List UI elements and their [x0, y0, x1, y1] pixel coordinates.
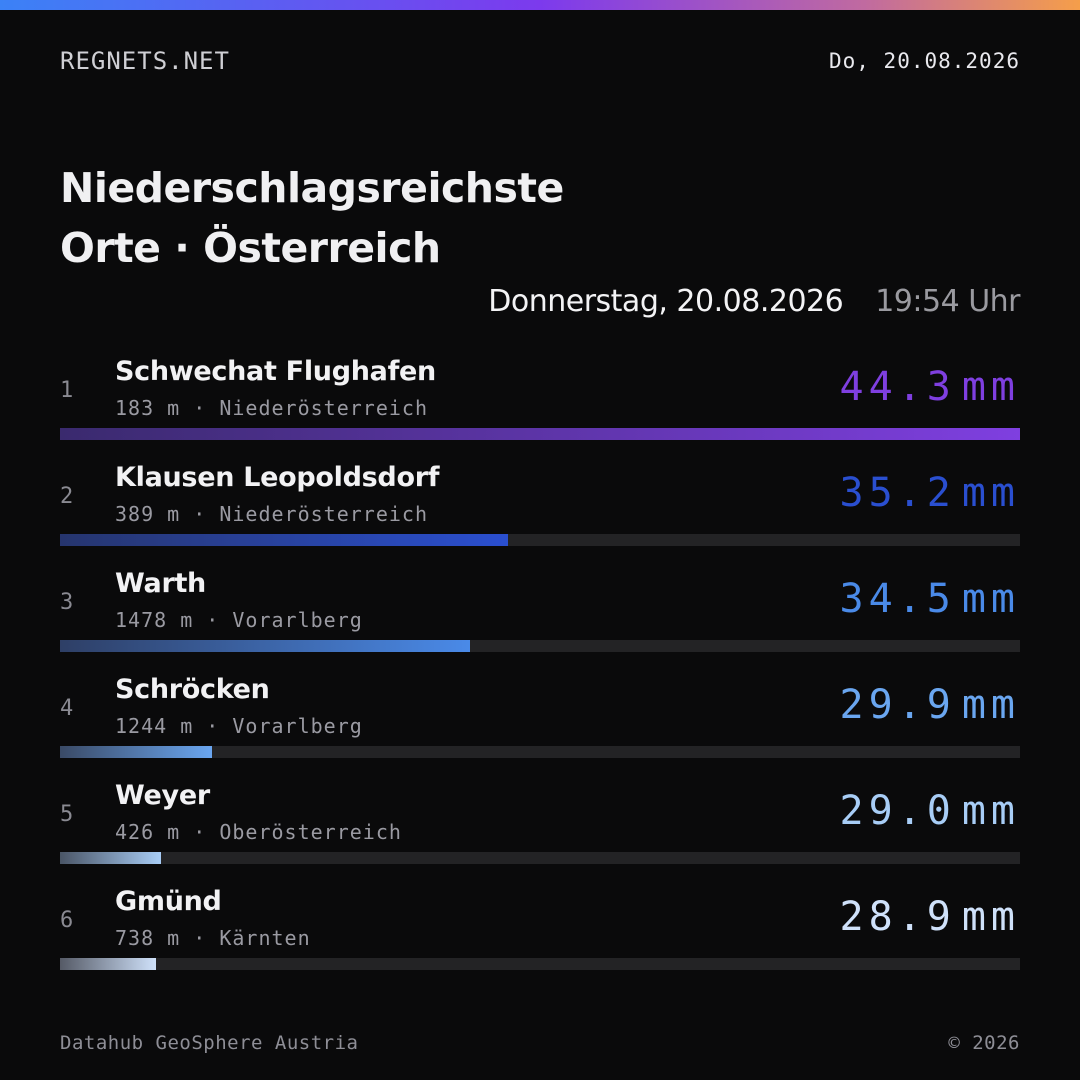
bar-fill [60, 958, 156, 970]
value-number: 28.9 [839, 894, 956, 940]
top-accent-bar [0, 0, 1080, 10]
rank-number: 3 [60, 590, 74, 615]
timestamp-date: Donnerstag, 20.08.2026 [488, 284, 844, 319]
ranking-row: 6 Gmünd 738 m · Kärnten 28.9 mm [60, 886, 1020, 992]
station-region: Vorarlberg [232, 714, 363, 738]
header-date: Do, 20.08.2026 [828, 49, 1020, 73]
value-unit: mm [961, 364, 1020, 410]
timestamp: Donnerstag, 20.08.2026 19:54 Uhr [488, 284, 1020, 319]
station-region: Vorarlberg [232, 608, 363, 632]
rank-number: 5 [60, 802, 74, 827]
bar-fill [60, 428, 1020, 440]
bar-track [60, 958, 1020, 970]
meta-separator: · [180, 396, 220, 420]
value-unit: mm [961, 894, 1020, 940]
data-source: Datahub GeoSphere Austria [60, 1032, 359, 1054]
station-elevation: 738 m [115, 926, 181, 950]
bar-track [60, 534, 1020, 546]
station-region: Niederösterreich [219, 396, 428, 420]
rank-number: 4 [60, 696, 74, 721]
station-region: Kärnten [219, 926, 311, 950]
meta-separator: · [180, 926, 220, 950]
value-number: 44.3 [839, 364, 956, 410]
value-number: 29.0 [839, 788, 956, 834]
brand-name: REGNETS.NET [60, 47, 230, 75]
meta-separator: · [180, 502, 220, 526]
title-line-1: Niederschlagsreichste [60, 164, 564, 212]
bar-track [60, 852, 1020, 864]
precipitation-value: 29.0 mm [840, 788, 1021, 834]
bar-track [60, 640, 1020, 652]
station-name: Klausen Leopoldsdorf [115, 462, 440, 493]
precipitation-value: 35.2 mm [840, 470, 1021, 516]
bar-fill [60, 534, 508, 546]
bar-track [60, 746, 1020, 758]
copyright: © 2026 [948, 1032, 1020, 1054]
meta-separator: · [180, 820, 220, 844]
station-name: Schwechat Flughafen [115, 356, 436, 387]
value-unit: mm [961, 470, 1020, 516]
ranking-row: 2 Klausen Leopoldsdorf 389 m · Niederöster… [60, 462, 1020, 568]
value-unit: mm [961, 788, 1020, 834]
bar-fill [60, 640, 470, 652]
title-line-2: Orte · Österreich [60, 224, 441, 272]
station-meta: 1244 m · Vorarlberg [115, 714, 363, 738]
bar-fill [60, 746, 212, 758]
value-number: 35.2 [839, 470, 956, 516]
station-name: Schröcken [115, 674, 270, 705]
ranking-row: 5 Weyer 426 m · Oberösterreich 29.0 mm [60, 780, 1020, 886]
precipitation-value: 29.9 mm [840, 682, 1021, 728]
precipitation-value: 28.9 mm [840, 894, 1021, 940]
station-region: Niederösterreich [219, 502, 428, 526]
page-title: Niederschlagsreichste Orte · Österreich [60, 158, 760, 278]
ranking-row: 4 Schröcken 1244 m · Vorarlberg 29.9 mm [60, 674, 1020, 780]
rank-number: 6 [60, 908, 74, 933]
ranking-row: 3 Warth 1478 m · Vorarlberg 34.5 mm [60, 568, 1020, 674]
meta-separator: · [193, 714, 233, 738]
station-name: Weyer [115, 780, 210, 811]
bar-track [60, 428, 1020, 440]
station-meta: 426 m · Oberösterreich [115, 820, 402, 844]
rank-number: 2 [60, 484, 74, 509]
station-elevation: 1478 m [115, 608, 194, 632]
value-unit: mm [961, 682, 1020, 728]
value-number: 29.9 [839, 682, 956, 728]
station-name: Gmünd [115, 886, 222, 917]
value-number: 34.5 [839, 576, 956, 622]
station-name: Warth [115, 568, 206, 599]
rank-number: 1 [60, 378, 74, 403]
station-region: Oberösterreich [219, 820, 402, 844]
station-elevation: 183 m [115, 396, 181, 420]
bar-fill [60, 852, 161, 864]
timestamp-time: 19:54 Uhr [875, 284, 1020, 319]
station-elevation: 426 m [115, 820, 181, 844]
station-elevation: 389 m [115, 502, 181, 526]
meta-separator: · [193, 608, 233, 632]
station-meta: 1478 m · Vorarlberg [115, 608, 363, 632]
precipitation-value: 44.3 mm [840, 364, 1021, 410]
station-elevation: 1244 m [115, 714, 194, 738]
precipitation-value: 34.5 mm [840, 576, 1021, 622]
station-meta: 738 m · Kärnten [115, 926, 311, 950]
ranking-row: 1 Schwechat Flughafen 183 m · Niederösterr… [60, 356, 1020, 462]
station-meta: 389 m · Niederösterreich [115, 502, 428, 526]
value-unit: mm [961, 576, 1020, 622]
station-meta: 183 m · Niederösterreich [115, 396, 428, 420]
